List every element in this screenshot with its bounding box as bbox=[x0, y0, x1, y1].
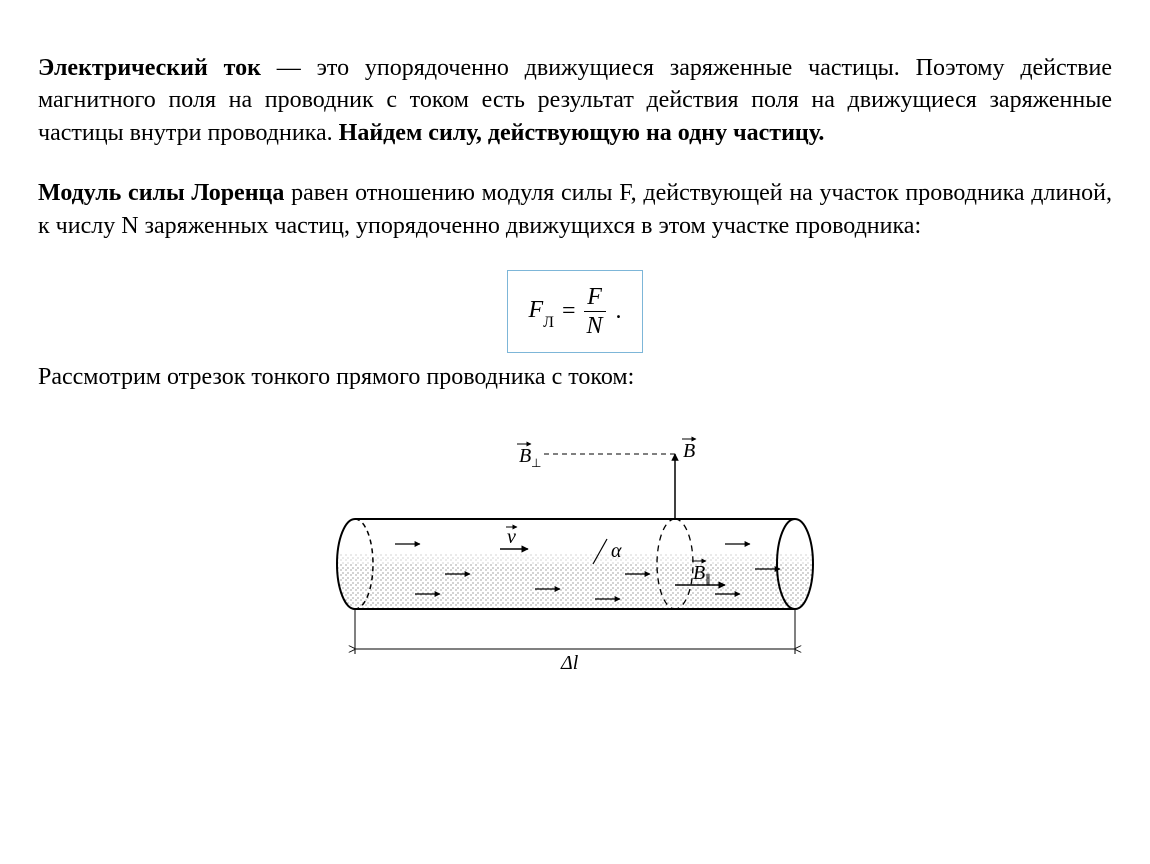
svg-text:B: B bbox=[693, 562, 705, 584]
svg-text:v: v bbox=[507, 526, 516, 548]
formula-period: . bbox=[616, 295, 622, 327]
formula-eq: = bbox=[562, 295, 576, 327]
svg-text:B: B bbox=[683, 440, 695, 462]
formula-container: FЛ = F N . bbox=[38, 270, 1112, 353]
svg-text:α: α bbox=[611, 540, 622, 562]
p2-bold-lead: Модуль силы Лоренца bbox=[38, 180, 284, 206]
page: Электрический ток — это упорядоченно дви… bbox=[0, 0, 1150, 699]
svg-text:Δl: Δl bbox=[560, 652, 579, 674]
p1-bold-lead: Электрический ток bbox=[38, 55, 261, 81]
formula-lhs-base: F bbox=[528, 297, 543, 323]
conductor-diagram: v B ⊥ B B ∥ α Δl bbox=[295, 399, 855, 679]
formula-lhs: FЛ bbox=[528, 294, 554, 329]
paragraph-3: Рассмотрим отрезок тонкого прямого прово… bbox=[38, 361, 1112, 393]
lorentz-formula: FЛ = F N . bbox=[528, 285, 621, 338]
formula-denominator: N bbox=[584, 311, 606, 338]
paragraph-1: Электрический ток — это упорядоченно дви… bbox=[38, 52, 1112, 149]
formula-numerator: F bbox=[584, 285, 605, 311]
svg-text:B: B bbox=[519, 445, 531, 467]
paragraph-2: Модуль силы Лоренца равен отношению моду… bbox=[38, 177, 1112, 242]
formula-box: FЛ = F N . bbox=[507, 270, 642, 353]
formula-lhs-sub: Л bbox=[543, 314, 554, 331]
svg-text:∥: ∥ bbox=[705, 572, 711, 586]
svg-text:⊥: ⊥ bbox=[531, 456, 541, 470]
figure-container: v B ⊥ B B ∥ α Δl bbox=[38, 399, 1112, 688]
formula-fraction: F N bbox=[584, 285, 606, 338]
p1-bold-tail: Найдем силу, действующую на одну частицу… bbox=[339, 120, 825, 146]
